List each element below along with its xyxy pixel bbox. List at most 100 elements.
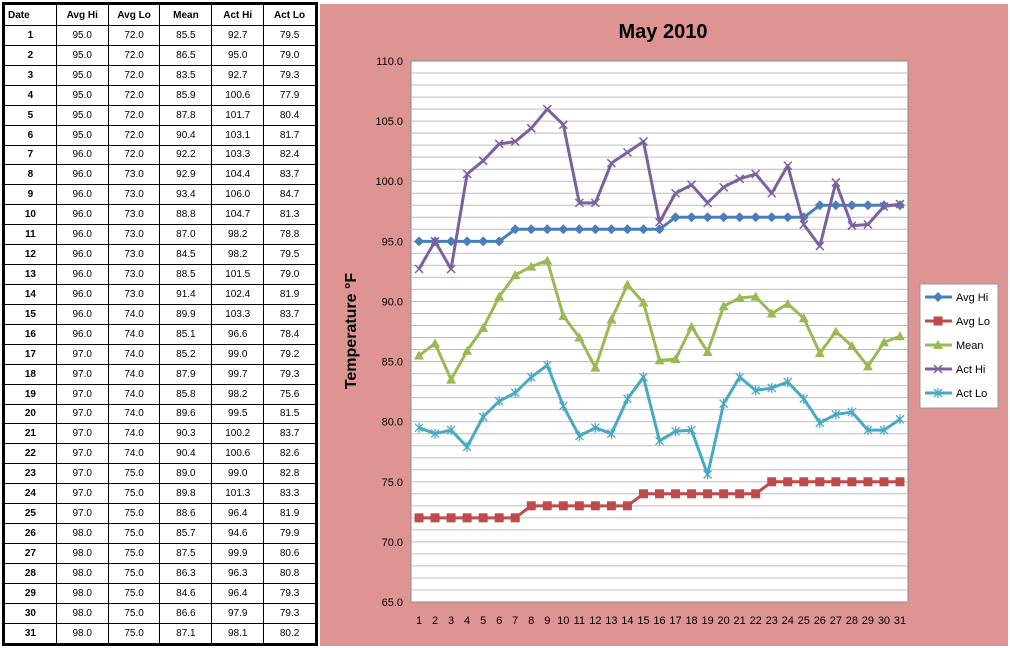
table-row: 23 97.0 75.0 89.0 99.0 82.8 — [4, 463, 316, 485]
table-cell: 95.0 — [55, 104, 109, 126]
data-point — [446, 374, 457, 384]
table-cell: 74.0 — [107, 403, 161, 425]
legend-item: Avg Hi — [925, 292, 988, 304]
table-cell: 83.5 — [159, 64, 213, 86]
data-point — [526, 261, 537, 271]
table-cell: 97.0 — [55, 443, 109, 465]
table-cell: 10 — [4, 204, 57, 226]
y-tick-label: 75.0 — [382, 477, 403, 489]
data-point — [767, 383, 777, 394]
data-point — [542, 104, 552, 114]
x-tick-label: 17 — [669, 615, 681, 627]
table-cell: 96.0 — [55, 323, 109, 345]
data-point — [542, 501, 552, 511]
table-cell: 98.0 — [55, 523, 109, 544]
y-tick-label: 90.0 — [382, 296, 403, 308]
table-row: 12 96.0 73.0 84.5 98.2 79.5 — [4, 244, 316, 266]
data-point — [671, 426, 680, 437]
table-cell: 27 — [4, 542, 57, 564]
table-cell: 96.0 — [55, 244, 109, 266]
legend: Avg Hi Avg Lo Mean Act Hi Act Lo — [919, 283, 999, 409]
y-tick-label: 110.0 — [376, 56, 403, 68]
column-header: Avg Hi — [55, 4, 109, 26]
table-cell: 95.0 — [55, 124, 109, 146]
data-point — [846, 200, 857, 211]
x-tick-label: 20 — [718, 615, 730, 627]
data-point — [462, 513, 472, 523]
table-cell: 31 — [4, 622, 57, 645]
y-tick-label: 65.0 — [382, 597, 403, 609]
table-cell: 20 — [4, 403, 57, 425]
data-point — [847, 221, 857, 231]
series-act-hi — [414, 104, 905, 274]
table-cell: 21 — [4, 423, 57, 445]
data-point — [783, 376, 793, 387]
table-cell: 87.9 — [159, 363, 213, 385]
table-cell: 96.0 — [55, 283, 109, 305]
data-point — [558, 501, 568, 511]
data-point — [670, 212, 681, 223]
legend-marker — [933, 292, 943, 302]
data-point — [558, 310, 569, 320]
data-point — [702, 346, 713, 356]
table-cell: 73.0 — [107, 164, 161, 186]
data-point — [719, 398, 729, 409]
data-point — [831, 177, 841, 187]
data-point — [622, 279, 633, 289]
data-point — [847, 407, 857, 418]
data-point — [895, 199, 905, 209]
table-row: 2 95.0 72.0 86.5 95.0 79.0 — [4, 44, 316, 66]
table-cell: 73.0 — [107, 224, 161, 246]
data-point — [894, 331, 905, 341]
x-tick-label: 21 — [734, 615, 746, 627]
table-cell: 89.8 — [159, 483, 213, 505]
table-cell: 90.4 — [159, 124, 213, 146]
data-point — [542, 255, 553, 265]
data-point — [558, 224, 569, 235]
data-point — [462, 236, 473, 247]
data-point — [750, 291, 761, 301]
table-cell: 103.3 — [211, 144, 265, 166]
data-point — [879, 201, 889, 211]
table-cell: 72.0 — [107, 44, 161, 66]
data-point — [703, 198, 713, 208]
table-cell: 98.0 — [55, 602, 109, 624]
data-point — [510, 387, 520, 398]
data-point — [574, 224, 585, 235]
table-cell: 92.9 — [159, 164, 213, 186]
table-row: 30 98.0 75.0 86.6 97.9 79.3 — [4, 602, 316, 624]
table-cell: 73.0 — [107, 244, 161, 266]
table-cell: 98.1 — [211, 622, 265, 645]
table-cell: 75.0 — [107, 562, 161, 584]
table-cell: 75.6 — [263, 383, 316, 405]
table-row: 11 96.0 73.0 87.0 98.2 78.8 — [4, 224, 316, 246]
x-tick-label: 10 — [557, 615, 569, 627]
table-cell: 85.2 — [159, 343, 213, 365]
data-point — [879, 425, 889, 436]
y-axis-ticks: 65.0 70.0 75.0 80.0 85.0 90.0 95.0 100.0 105.0 11… — [375, 56, 403, 609]
table-cell: 85.5 — [159, 25, 213, 46]
data-point — [510, 513, 520, 523]
table-row: 6 95.0 72.0 90.4 103.1 81.7 — [4, 124, 316, 146]
data-point — [590, 224, 601, 235]
x-tick-label: 7 — [512, 615, 518, 627]
table-cell: 82.6 — [263, 443, 316, 465]
table-cell: 96.0 — [55, 303, 109, 325]
table-cell: 80.8 — [263, 562, 316, 584]
x-tick-label: 16 — [653, 615, 665, 627]
table-cell: 85.1 — [159, 323, 213, 345]
data-point — [606, 158, 616, 168]
table-cell: 84.7 — [263, 184, 316, 206]
x-tick-label: 13 — [605, 615, 617, 627]
table-cell: 19 — [4, 383, 57, 405]
table-cell: 75.0 — [107, 622, 161, 645]
table-cell: 73.0 — [107, 283, 161, 305]
data-point — [831, 477, 841, 487]
table-cell: 74.0 — [107, 343, 161, 365]
series-act-lo — [414, 360, 905, 480]
data-point — [815, 241, 825, 251]
table-cell: 83.7 — [263, 303, 316, 325]
table-cell: 79.0 — [263, 264, 316, 285]
table-row: 31 98.0 75.0 87.1 98.1 80.2 — [4, 622, 316, 645]
data-point — [430, 513, 440, 523]
